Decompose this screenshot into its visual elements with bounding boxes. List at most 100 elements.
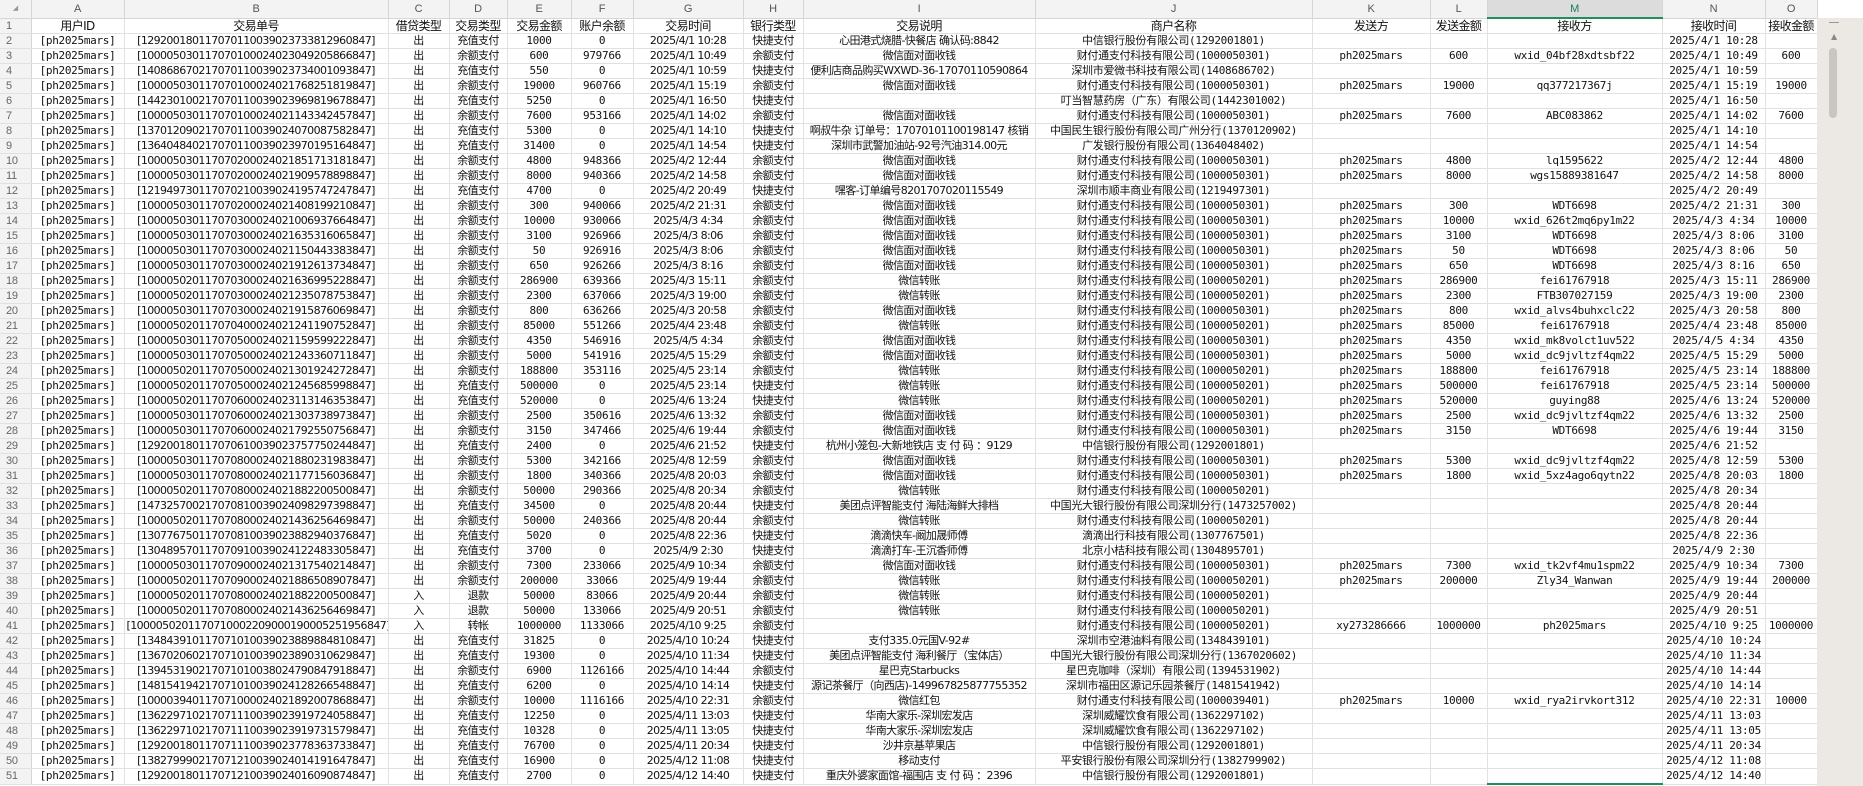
cell-l[interactable] [1430, 528, 1488, 544]
cell-j[interactable]: 财付通支付科技有限公司(1000050201) [1035, 513, 1313, 529]
row-number[interactable]: 31 [0, 468, 32, 484]
row-number[interactable]: 44 [0, 663, 32, 679]
cell-m[interactable]: FTB307027159 [1487, 288, 1663, 304]
cell-f[interactable]: 953166 [571, 108, 634, 124]
cell-a[interactable]: [ph2025mars] [31, 708, 125, 724]
cell-b[interactable]: [136229710217071110039023919724058847] [124, 708, 389, 724]
cell-a[interactable]: [ph2025mars] [31, 663, 125, 679]
cell-e[interactable]: 2500 [507, 408, 572, 424]
cell-f[interactable]: 1133066 [571, 618, 634, 634]
cell-a[interactable]: [ph2025mars] [31, 528, 125, 544]
cell-k[interactable] [1312, 123, 1431, 139]
cell-d[interactable]: 充值支付 [449, 498, 508, 514]
cell-o[interactable]: 1800 [1765, 468, 1818, 484]
cell-m[interactable]: wxid_626t2mq6py1m22 [1487, 213, 1663, 229]
cell-f[interactable]: 940066 [571, 198, 634, 214]
cell-i[interactable]: 微信转账 [803, 393, 1036, 409]
cell-i[interactable]: 微信转账 [803, 603, 1036, 619]
cell-c[interactable]: 入 [388, 603, 450, 619]
cell-a[interactable]: [ph2025mars] [31, 498, 125, 514]
cell-n[interactable]: 2025/4/10 22:31 [1662, 693, 1766, 709]
cell-o[interactable]: 286900 [1765, 273, 1818, 289]
column-header-c[interactable]: C [388, 0, 450, 19]
cell-l[interactable]: 188800 [1430, 363, 1488, 379]
cell-a[interactable]: [ph2025mars] [31, 408, 125, 424]
cell-m[interactable] [1487, 708, 1663, 724]
cell-e[interactable]: 650 [507, 258, 572, 274]
cell-o[interactable]: 1000000 [1765, 618, 1818, 634]
cell-c[interactable]: 出 [388, 288, 450, 304]
cell-o[interactable] [1765, 543, 1818, 559]
cell-b[interactable]: [100005030117070300024021150443383847] [124, 243, 389, 259]
row-number[interactable]: 2 [0, 33, 32, 49]
cell-n[interactable]: 2025/4/10 14:44 [1662, 663, 1766, 679]
cell-o[interactable]: 800 [1765, 303, 1818, 319]
cell-e[interactable]: 5250 [507, 93, 572, 109]
cell-h[interactable]: 快捷支付 [743, 138, 804, 154]
header-cell-h[interactable]: 银行类型 [743, 18, 804, 34]
cell-m[interactable]: wxid_rya2irvkort312 [1487, 693, 1663, 709]
cell-j[interactable]: 中信银行股份有限公司(1292001801) [1035, 768, 1313, 785]
cell-l[interactable] [1430, 123, 1488, 139]
column-header-h[interactable]: H [743, 0, 804, 19]
cell-m[interactable] [1487, 438, 1663, 454]
cell-b[interactable]: [100005030117070600024021792550756847] [124, 423, 389, 439]
cell-e[interactable]: 1000000 [507, 618, 572, 634]
cell-o[interactable] [1765, 663, 1818, 679]
cell-f[interactable]: 0 [571, 393, 634, 409]
cell-n[interactable]: 2025/4/3 15:11 [1662, 273, 1766, 289]
header-cell-d[interactable]: 交易类型 [449, 18, 508, 34]
cell-j[interactable]: 财付通支付科技有限公司(1000050301) [1035, 198, 1313, 214]
cell-l[interactable]: 2500 [1430, 408, 1488, 424]
cell-l[interactable]: 4800 [1430, 153, 1488, 169]
cell-c[interactable]: 出 [388, 453, 450, 469]
cell-g[interactable]: 2025/4/1 10:49 [633, 48, 744, 64]
cell-m[interactable]: wxid_04bf28xdtsbf22 [1487, 48, 1663, 64]
cell-j[interactable]: 财付通支付科技有限公司(1000050201) [1035, 573, 1313, 589]
cell-d[interactable]: 转帐 [449, 618, 508, 634]
cell-k[interactable]: ph2025mars [1312, 258, 1431, 274]
row-number[interactable]: 1 [0, 18, 32, 34]
header-cell-a[interactable]: 用户ID [31, 18, 125, 34]
cell-b[interactable]: [100005020117070500024021301924272847] [124, 363, 389, 379]
cell-f[interactable]: 0 [571, 528, 634, 544]
cell-g[interactable]: 2025/4/3 8:16 [633, 258, 744, 274]
cell-m[interactable] [1487, 498, 1663, 514]
row-number[interactable]: 16 [0, 243, 32, 259]
cell-i[interactable]: 微信面对面收钱 [803, 468, 1036, 484]
cell-o[interactable]: 600 [1765, 48, 1818, 64]
cell-n[interactable]: 2025/4/11 13:05 [1662, 723, 1766, 739]
cell-e[interactable]: 800 [507, 303, 572, 319]
cell-j[interactable]: 财付通支付科技有限公司(1000050301) [1035, 108, 1313, 124]
cell-d[interactable]: 余额支付 [449, 513, 508, 529]
cell-j[interactable]: 财付通支付科技有限公司(1000050301) [1035, 333, 1313, 349]
cell-e[interactable]: 188800 [507, 363, 572, 379]
cell-e[interactable]: 6200 [507, 678, 572, 694]
cell-i[interactable]: 微信转账 [803, 483, 1036, 499]
cell-l[interactable] [1430, 708, 1488, 724]
select-all-corner[interactable]: ◢ [0, 0, 32, 19]
cell-k[interactable] [1312, 723, 1431, 739]
cell-m[interactable]: wgs15889381647 [1487, 168, 1663, 184]
cell-m[interactable]: ph2025mars [1487, 618, 1663, 634]
cell-c[interactable]: 出 [388, 303, 450, 319]
cell-g[interactable]: 2025/4/3 19:00 [633, 288, 744, 304]
cell-d[interactable]: 充值支付 [449, 183, 508, 199]
cell-j[interactable]: 财付通支付科技有限公司(1000050201) [1035, 273, 1313, 289]
cell-c[interactable]: 出 [388, 663, 450, 679]
cell-e[interactable]: 50 [507, 243, 572, 259]
cell-b[interactable]: [100005030117070300024021912613734847] [124, 258, 389, 274]
cell-m[interactable] [1487, 753, 1663, 769]
cell-m[interactable]: wxid_mk8volct1uv522 [1487, 333, 1663, 349]
cell-o[interactable]: 3100 [1765, 228, 1818, 244]
cell-e[interactable]: 5300 [507, 453, 572, 469]
cell-f[interactable]: 0 [571, 183, 634, 199]
cell-o[interactable] [1765, 63, 1818, 79]
cell-d[interactable]: 余额支付 [449, 228, 508, 244]
scroll-up-arrow-icon[interactable]: ▲ [1831, 32, 1838, 41]
cell-c[interactable]: 出 [388, 243, 450, 259]
cell-b[interactable]: [100005030117070900024021317540214847] [124, 558, 389, 574]
cell-l[interactable]: 7600 [1430, 108, 1488, 124]
cell-b[interactable]: [100005030117070200024021408199210847] [124, 198, 389, 214]
cell-i[interactable]: 美团点评智能支付 海陆海鲜大排档 [803, 498, 1036, 514]
